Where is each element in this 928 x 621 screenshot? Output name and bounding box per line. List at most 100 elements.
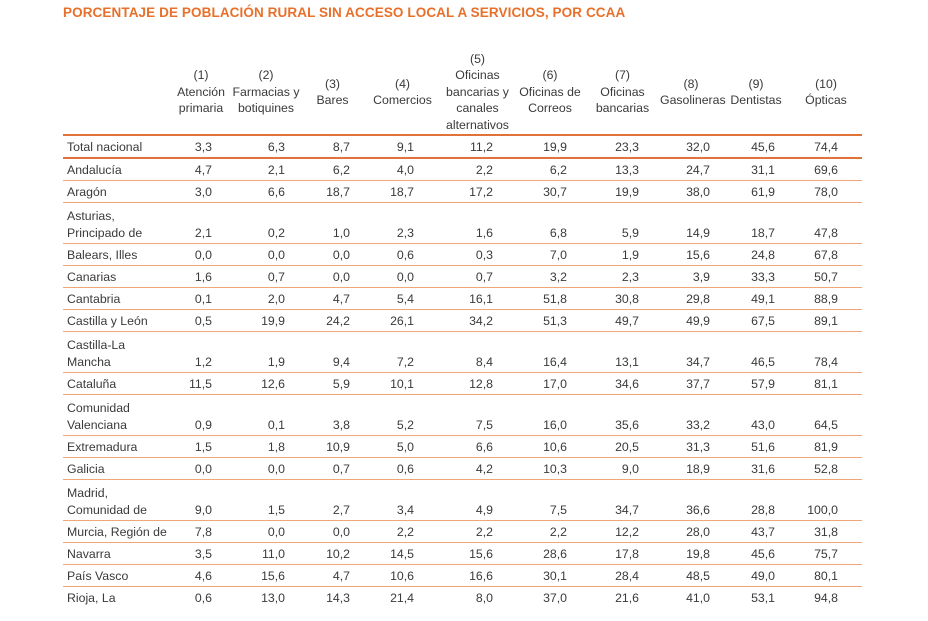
row-label: Cantabria xyxy=(63,287,170,310)
column-header: (4) Comercios xyxy=(365,50,440,136)
row-label-line: Asturias, xyxy=(67,209,115,223)
cell-value: 31,3 xyxy=(660,435,722,458)
cell-value: 31,8 xyxy=(790,520,862,543)
cell-value: 51,6 xyxy=(722,435,790,458)
cell-value: 18,7 xyxy=(722,202,790,244)
cell-value: 74,4 xyxy=(790,135,862,159)
cell-value: 9,0 xyxy=(170,479,232,521)
cell-value: 3,5 xyxy=(170,542,232,565)
column-number: (9) xyxy=(748,76,764,91)
column-label-line: Bares xyxy=(316,93,349,107)
table-title: PORCENTAJE DE POBLACIÓN RURAL SIN ACCESO… xyxy=(63,5,626,20)
cell-value: 53,1 xyxy=(751,590,775,605)
cell-value: 14,9 xyxy=(660,202,722,244)
cell-value: 34,2 xyxy=(440,309,515,332)
cell-value: 3,2 xyxy=(515,265,585,288)
cell-value: 21,4 xyxy=(390,590,414,605)
column-label-line: bancarias y xyxy=(446,84,509,99)
cell-value: 1,6 xyxy=(170,265,232,288)
column-label-line: Ópticas xyxy=(805,93,847,107)
cell-value: 10,6 xyxy=(515,435,585,458)
cell-value: 52,8 xyxy=(790,457,862,480)
cell-value: 6,2 xyxy=(515,158,585,181)
row-label: Balears, Illes xyxy=(63,243,170,266)
cell-value: 24,2 xyxy=(300,309,365,332)
table-row: País Vasco 4,6 15,6 4,7 10,6 16,6 30,1 28,4 48,5… xyxy=(63,564,862,587)
table-row: Madrid, Comunidad de 9,0 1,5 2,7 3,4 4,9 7,5 34,… xyxy=(63,479,862,521)
column-label-line: Oficinas xyxy=(455,68,500,83)
table-row: Canarias 1,6 0,7 0,0 0,0 0,7 3,2 2,3 3,9 33,3 50,7 xyxy=(63,265,862,288)
cell-value: 43,7 xyxy=(722,520,790,543)
cell-value: 37,7 xyxy=(660,372,722,395)
row-label-line: Comunidad de xyxy=(67,502,147,517)
cell-value: 30,1 xyxy=(515,564,585,587)
cell-value: 43,0 xyxy=(722,394,790,436)
column-number: (1) xyxy=(193,68,209,83)
cell-value: 0,0 xyxy=(300,265,365,288)
cell-value: 1,5 xyxy=(170,435,232,458)
cell-value: 19,9 xyxy=(515,135,585,159)
cell-value: 0,3 xyxy=(440,243,515,266)
column-number: (7) xyxy=(614,68,631,83)
column-header: (8) Gasolineras xyxy=(660,50,726,136)
cell-value: 16,4 xyxy=(515,331,585,373)
cell-value: 0,0 xyxy=(170,243,232,266)
table-row: Extremadura 1,5 1,8 10,9 5,0 6,6 10,6 20,5 31,3 5… xyxy=(63,435,862,458)
cell-value: 100,0 xyxy=(790,479,862,521)
cell-value: 2,2 xyxy=(440,158,515,181)
row-label: Madrid, Comunidad de xyxy=(63,479,170,521)
cell-value: 4,7 xyxy=(300,564,365,587)
cell-value: 3,8 xyxy=(300,394,365,436)
column-header: (9) Dentistas xyxy=(722,50,790,136)
table-row: Comunidad Valenciana 0,9 0,1 3,8 5,2 7,5 16,0 35… xyxy=(63,394,862,436)
cell-value: 1,9 xyxy=(585,243,660,266)
cell-value: 17,2 xyxy=(440,180,515,203)
cell-value: 3,0 xyxy=(170,180,232,203)
table-row: Total nacional 3,3 6,3 8,7 9,1 11,2 19,9 23,3 32… xyxy=(63,135,862,159)
cell-value: 19,8 xyxy=(660,542,722,565)
cell-value: 4,6 xyxy=(170,564,232,587)
cell-value: 1,8 xyxy=(232,435,300,458)
cell-value: 67,5 xyxy=(722,309,790,332)
cell-value: 8,4 xyxy=(440,331,515,373)
row-label-line: Castilla-La xyxy=(67,338,126,352)
cell-value: 34,7 xyxy=(585,479,660,521)
cell-value: 0,9 xyxy=(170,394,232,436)
cell-value: 1,5 xyxy=(232,479,300,521)
column-number: (10) xyxy=(815,76,837,91)
cell-value: 17,0 xyxy=(515,372,585,395)
cell-value: 0,0 xyxy=(232,243,300,266)
row-label: Canarias xyxy=(63,265,170,288)
row-label: Navarra xyxy=(63,542,170,565)
table-row: Balears, Illes 0,0 0,0 0,0 0,6 0,3 7,0 1,9 15,6 2… xyxy=(63,243,862,266)
cell-value: 7,5 xyxy=(515,479,585,521)
cell-value: 6,6 xyxy=(440,435,515,458)
cell-value: 37,0 xyxy=(543,590,567,605)
cell-value: 0,1 xyxy=(170,287,232,310)
column-label-line: alternativos xyxy=(446,117,509,132)
cell-value: 10,9 xyxy=(300,435,365,458)
cell-value: 0,0 xyxy=(170,457,232,480)
cell-value: 21,6 xyxy=(615,590,639,605)
cell-value: 28,6 xyxy=(515,542,585,565)
cell-value: 46,5 xyxy=(722,331,790,373)
cell-value: 36,6 xyxy=(660,479,722,521)
cell-value: 45,6 xyxy=(722,135,790,159)
row-label-line: Valenciana xyxy=(67,417,127,432)
cell-value: 0,0 xyxy=(232,520,300,543)
cell-value: 10,3 xyxy=(515,457,585,480)
cell-value: 29,8 xyxy=(660,287,722,310)
row-label-line: Madrid, xyxy=(67,486,109,500)
table-row: Andalucía 4,7 2,1 6,2 4,0 2,2 6,2 13,3 24,7 31,1 6… xyxy=(63,158,862,181)
column-header: (7) Oficinas bancarias xyxy=(585,50,660,136)
cell-value: 0,0 xyxy=(232,457,300,480)
table-row: Rioja, La 0,6 13,0 14,3 21,4 8,0 37,0 21,6 41,0 5… xyxy=(63,587,862,609)
cell-value: 7,5 xyxy=(440,394,515,436)
cell-value: 9,4 xyxy=(300,331,365,373)
cell-value: 11,0 xyxy=(232,542,300,565)
cell-value: 2,2 xyxy=(365,520,440,543)
cell-value: 16,6 xyxy=(440,564,515,587)
cell-value: 28,8 xyxy=(722,479,790,521)
cell-value: 2,3 xyxy=(585,265,660,288)
services-table: (1) Atención primaria (2) Farmacias y botiqui… xyxy=(63,50,862,608)
